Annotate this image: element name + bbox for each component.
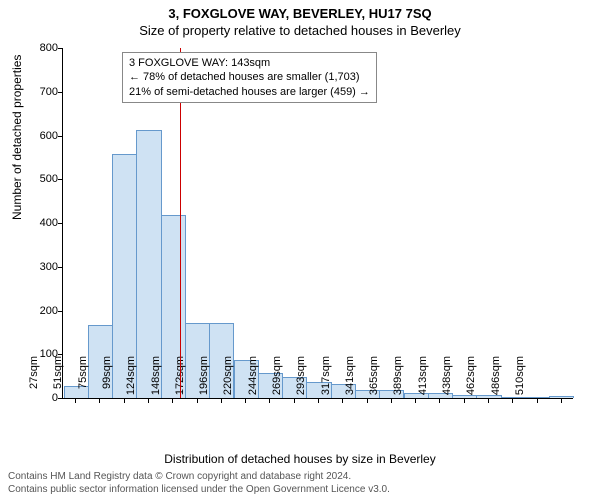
y-tick-label: 500 — [28, 173, 58, 185]
annotation-line: 3 FOXGLOVE WAY: 143sqm — [129, 56, 370, 70]
footer-line: Contains public sector information licen… — [8, 484, 592, 497]
x-tick-mark — [318, 398, 319, 403]
x-tick-label: 148sqm — [150, 356, 162, 406]
y-tick-mark — [58, 136, 63, 137]
x-tick-label: 365sqm — [368, 356, 380, 406]
x-axis-label: Distribution of detached houses by size … — [0, 452, 600, 466]
x-tick-label: 486sqm — [490, 356, 502, 406]
x-tick-label: 244sqm — [247, 356, 259, 406]
x-tick-label: 462sqm — [465, 356, 477, 406]
y-tick-label: 400 — [28, 217, 58, 229]
x-tick-label: 293sqm — [295, 356, 307, 406]
attribution-footer: Contains HM Land Registry data © Crown c… — [8, 471, 592, 496]
x-tick-label: 196sqm — [198, 356, 210, 406]
annotation-line: 21% of semi-detached houses are larger (… — [129, 85, 370, 99]
histogram-bar — [525, 397, 550, 398]
y-tick-mark — [58, 179, 63, 180]
y-tick-mark — [58, 223, 63, 224]
x-tick-label: 438sqm — [441, 356, 453, 406]
annotation-line: ← 78% of detached houses are smaller (1,… — [129, 70, 370, 84]
x-tick-label: 27sqm — [28, 356, 40, 406]
page-title: 3, FOXGLOVE WAY, BEVERLEY, HU17 7SQ — [0, 0, 600, 21]
y-tick-label: 800 — [28, 42, 58, 54]
x-tick-label: 341sqm — [344, 356, 356, 406]
y-axis-label: Number of detached properties — [10, 55, 24, 220]
y-tick-mark — [58, 267, 63, 268]
y-tick-label: 600 — [28, 130, 58, 142]
x-tick-mark — [415, 398, 416, 403]
x-tick-mark — [537, 398, 538, 403]
x-tick-label: 75sqm — [77, 356, 89, 406]
x-tick-label: 220sqm — [222, 356, 234, 406]
x-tick-label: 317sqm — [320, 356, 332, 406]
chart-area: 010020030040050060070080027sqm51sqm75sqm… — [62, 48, 572, 398]
x-tick-mark — [75, 398, 76, 403]
x-tick-label: 51sqm — [52, 356, 64, 406]
histogram-bar — [549, 396, 574, 398]
y-tick-label: 200 — [28, 305, 58, 317]
x-tick-label: 99sqm — [101, 356, 113, 406]
y-tick-mark — [58, 92, 63, 93]
y-tick-mark — [58, 48, 63, 49]
page-subtitle: Size of property relative to detached ho… — [0, 21, 600, 42]
x-tick-mark — [148, 398, 149, 403]
x-tick-label: 269sqm — [271, 356, 283, 406]
y-tick-mark — [58, 311, 63, 312]
x-tick-mark — [245, 398, 246, 403]
x-tick-label: 510sqm — [514, 356, 526, 406]
x-tick-label: 413sqm — [417, 356, 429, 406]
x-tick-label: 124sqm — [125, 356, 137, 406]
y-tick-label: 300 — [28, 261, 58, 273]
footer-line: Contains HM Land Registry data © Crown c… — [8, 471, 592, 484]
x-tick-label: 389sqm — [392, 356, 404, 406]
x-tick-mark — [488, 398, 489, 403]
annotation-box: 3 FOXGLOVE WAY: 143sqm ← 78% of detached… — [122, 52, 377, 103]
x-tick-mark — [561, 398, 562, 403]
y-tick-label: 700 — [28, 86, 58, 98]
